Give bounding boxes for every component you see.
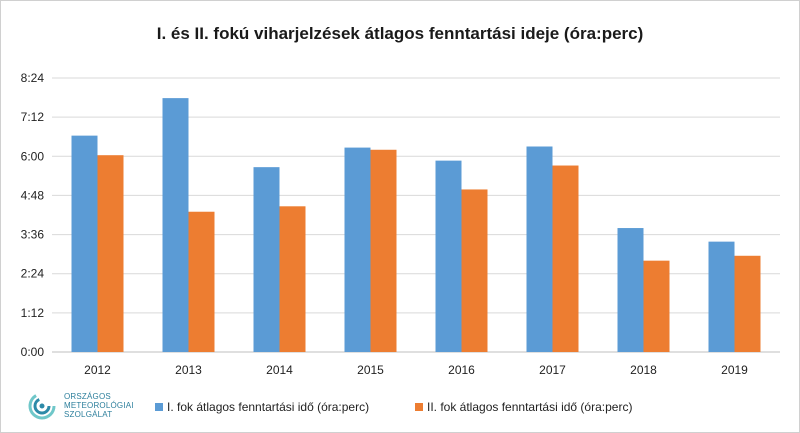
logo-line-3: SZOLGÁLAT xyxy=(64,410,113,419)
bar-ii-fok xyxy=(461,189,488,352)
bar-i-fok xyxy=(344,147,371,352)
omsz-swirl-icon xyxy=(28,392,56,420)
logo-line-1: ORSZÁGOS xyxy=(64,392,111,401)
legend-swatch xyxy=(415,403,423,411)
y-tick-label: 7:12 xyxy=(21,110,45,124)
y-tick-label: 1:12 xyxy=(21,306,45,320)
logo-line-2: METEOROLÓGIAI xyxy=(64,401,134,410)
bar-i-fok xyxy=(253,167,280,352)
x-tick-label: 2014 xyxy=(266,363,293,377)
bar-i-fok xyxy=(71,135,98,352)
y-tick-label: 6:00 xyxy=(21,149,45,163)
legend-label: I. fok átlagos fenntartási idő (óra:perc… xyxy=(167,400,369,414)
bar-ii-fok xyxy=(97,155,124,352)
bar-i-fok xyxy=(708,241,735,352)
bar-i-fok xyxy=(617,228,644,352)
bar-ii-fok xyxy=(734,255,761,352)
bar-ii-fok xyxy=(279,206,306,352)
bar-i-fok xyxy=(435,160,462,352)
bar-ii-fok xyxy=(643,260,670,352)
x-tick-label: 2016 xyxy=(448,363,475,377)
x-tick-label: 2017 xyxy=(539,363,566,377)
legend-label: II. fok átlagos fenntartási idő (óra:per… xyxy=(427,400,632,414)
bar-ii-fok xyxy=(370,149,397,352)
y-tick-label: 2:24 xyxy=(21,267,45,281)
y-tick-label: 8:24 xyxy=(21,71,45,85)
bar-i-fok xyxy=(162,98,189,352)
x-tick-label: 2013 xyxy=(175,363,202,377)
x-tick-label: 2018 xyxy=(630,363,657,377)
x-tick-label: 2012 xyxy=(84,363,111,377)
y-tick-label: 4:48 xyxy=(21,188,45,202)
chart-title: I. és II. fokú viharjelzések átlagos fen… xyxy=(156,24,644,43)
y-tick-label: 0:00 xyxy=(21,345,45,359)
bar-ii-fok xyxy=(552,165,579,352)
omsz-logo: ORSZÁGOS METEOROLÓGIAI SZOLGÁLAT xyxy=(26,390,166,430)
y-tick-label: 3:36 xyxy=(21,228,45,242)
x-tick-label: 2019 xyxy=(721,363,748,377)
bar-i-fok xyxy=(526,146,553,352)
x-tick-label: 2015 xyxy=(357,363,384,377)
bar-ii-fok xyxy=(188,211,215,352)
legend-swatch xyxy=(155,403,163,411)
